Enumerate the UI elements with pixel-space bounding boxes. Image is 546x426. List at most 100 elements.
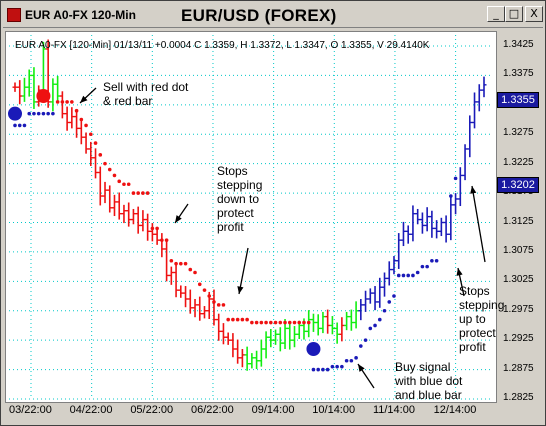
y-tick-label: 1.3275 [503,127,534,139]
blue-stop-dot [387,300,392,304]
red-stop-dot [250,320,254,325]
sell-arrow-head [80,95,88,103]
red-stop-dot [136,191,140,195]
red-stop-dot [88,132,93,137]
red-stop-dot [188,267,193,272]
red-stop-dot [231,317,235,322]
annotation-line: stepping [217,178,263,192]
y-tick-label: 1.3125 [503,215,534,227]
annotation-line: and blue bar [395,388,462,402]
buy-signal-dot [8,106,22,121]
y-tick-label: 1.3225 [503,156,534,168]
blue-stop-dot [430,258,434,263]
red-stop-dot [150,226,155,231]
blue-stop-dot [420,264,425,269]
red-stop-dot [216,303,221,307]
blue-stop-dot [411,273,415,278]
red-stop-dot [98,153,103,157]
buy-arrow-head [358,364,365,372]
red-stop-dot [273,320,278,325]
blue-stop-dot [340,364,344,369]
annotation-line: protect [217,206,254,220]
red-stop-dot [74,108,79,113]
app-icon [7,8,21,22]
annotation-line: Stops [217,164,248,178]
annotation-line: with blue dot [395,374,463,388]
red-stop-dot [112,173,117,178]
x-tick-label: 03/22:00 [9,404,52,416]
annotation-line: Sell with red dot [103,80,189,94]
blue-stop-dot [330,364,335,369]
blue-stop-dot [354,356,358,360]
y-tick-label: 1.3375 [503,68,534,80]
x-tick-label: 04/22:00 [69,404,113,416]
blue-stop-dot [368,326,373,331]
red-stop-dot [141,191,145,195]
y-tick-label: 1.3025 [503,274,534,286]
blue-stop-dot [392,294,396,298]
annotation-line: up to [459,312,486,326]
last-price-label: 1.3355 [497,92,539,108]
red-stop-dot [306,320,311,325]
stops-down-arrow-head [175,215,182,223]
blue-stop-dot [311,367,316,372]
blue-stop-dot [27,111,32,116]
red-stop-dot [221,303,226,307]
buy-signal-dot [306,341,321,356]
stops-down-arrow-2 [238,247,249,295]
blue-stop-dot [401,273,406,278]
title-bar[interactable]: EUR A0-FX 120-Min EUR/USD (FOREX) _ □ X [3,3,543,28]
close-button[interactable]: X [525,6,543,22]
red-stop-dot [202,288,207,292]
red-stop-dot [269,320,273,325]
y-tick-label: 1.3075 [503,244,534,256]
red-stop-dot [145,191,150,195]
red-stop-dot [131,191,136,195]
maximize-button[interactable]: □ [505,6,523,22]
sell-signal-dot [36,89,51,104]
annotation-line: & red bar [103,94,153,108]
red-stop-dot [254,320,259,325]
blue-stop-dot [32,111,36,116]
red-stop-dot [65,100,69,104]
blue-stop-dot [51,111,55,116]
quote-info-line: EUR A0-FX [120-Min] 01/13/11 +0.0004 C 1… [15,40,430,51]
red-stop-dot [174,261,178,266]
minimize-button[interactable]: _ [487,6,505,22]
red-stop-dot [155,226,159,231]
blue-stop-dot [434,258,439,263]
y-tick-label: 1.2925 [503,333,534,345]
red-stop-dot [264,320,268,325]
annotation-line: profit [217,220,244,234]
y-tick-label: 1.2975 [503,303,534,315]
red-stop-dot [302,320,306,325]
red-stop-dot [197,282,202,287]
red-stop-dot [93,141,98,145]
blue-stop-dot [425,264,429,269]
blue-stop-dot [36,111,41,116]
red-stop-dot [245,317,249,322]
red-stop-dot [84,123,88,128]
window-title: EUR A0-FX 120-Min [25,8,136,22]
chart-plot-area[interactable] [5,31,497,403]
red-stop-dot [193,270,197,275]
red-stop-dot [107,167,112,172]
chart-title: EUR/USD (FOREX) [181,6,337,25]
red-stop-dot [287,320,292,325]
blue-stop-dot [363,338,368,342]
blue-stop-dot [13,123,17,128]
red-stop-dot [60,100,65,104]
annotation-stops-down: Stops stepping down to protect profit [217,164,262,234]
red-stop-dot [103,161,107,166]
red-stop-dot [235,317,240,322]
annotation-line: down to [217,192,260,206]
annotation-line: Stops [459,284,490,298]
blue-stop-dot [316,367,320,372]
red-stop-dot [259,320,264,325]
annotation-line: stepping [459,298,505,312]
stops-up-arrow [471,185,486,263]
blue-stop-dot [415,270,420,275]
red-stop-dot [55,100,60,104]
red-stop-dot [226,317,230,322]
